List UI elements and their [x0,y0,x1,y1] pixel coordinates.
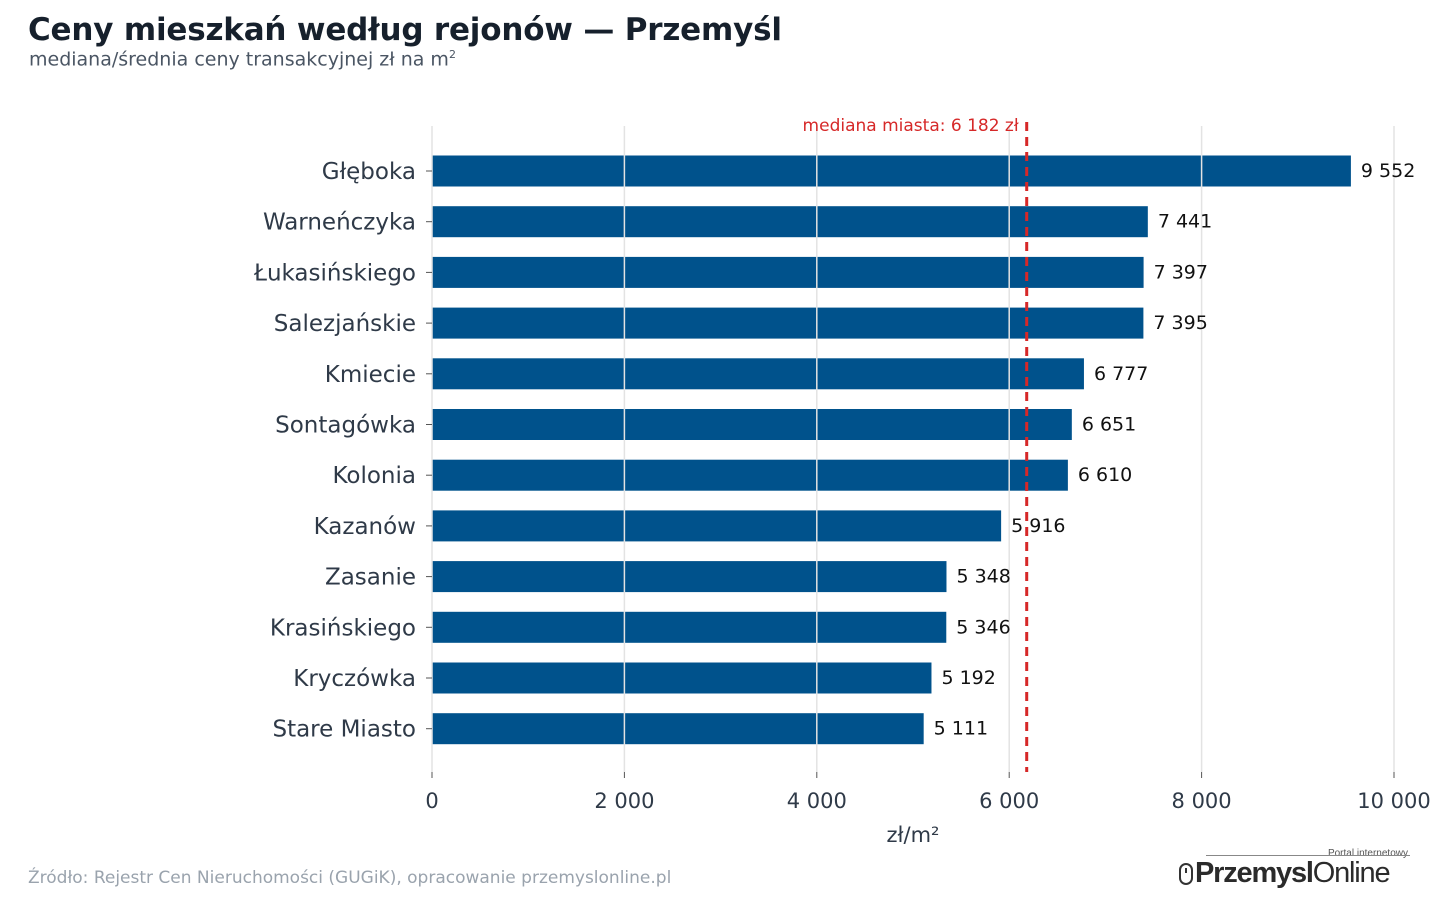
bar [432,611,947,643]
category-label: Kmiecie [325,362,416,388]
bar [432,256,1144,288]
category-label: Stare Miasto [272,717,416,743]
value-label: 6 610 [1078,464,1132,486]
bar [432,409,1072,440]
bar [432,561,947,593]
value-label: 7 397 [1154,261,1208,283]
x-tick-label: 0 [425,789,438,813]
bar [432,662,932,694]
x-tick-label: 8 000 [1172,789,1232,813]
logo-word-bold: Przemysl [1195,857,1314,889]
category-label: Kazanów [314,514,416,540]
value-label: 5 192 [941,667,995,689]
bar [432,510,1002,542]
median-reference-label: mediana miasta: 6 182 zł [803,116,1019,136]
category-label: Kryczówka [293,666,416,692]
category-label: Sontagówka [275,413,416,439]
value-label: 6 777 [1094,363,1148,385]
value-label: 5 346 [956,616,1010,638]
chart-subtitle: mediana/średnia ceny transakcyjnej zł na… [29,48,456,70]
x-tick-label: 6 000 [979,789,1039,813]
value-label: 7 441 [1158,211,1212,233]
category-label: Kolonia [332,463,416,489]
subtitle-superscript: 2 [448,48,456,61]
source-note: Źródło: Rejestr Cen Nieruchomości (GUGiK… [28,868,672,888]
value-label: 9 552 [1361,160,1415,182]
x-tick-label: 2 000 [594,789,654,813]
bar [432,459,1068,491]
category-label: Łukasińskiego [253,260,416,286]
bar [432,155,1351,187]
category-label: Zasanie [325,565,416,591]
x-tick-label: 10 000 [1357,789,1430,813]
bar [432,307,1144,339]
bar [432,358,1084,390]
value-label: 5 916 [1011,515,1065,537]
logo-rule [1206,855,1410,856]
chart-title: Ceny mieszkań według rejonów — Przemyśl [28,12,782,48]
przemyslonline-logo: Portal internetowy PrzemyslOnline [1172,848,1412,892]
value-label: 5 348 [956,566,1010,588]
mouse-icon [1179,863,1193,885]
value-label: 7 395 [1153,312,1207,334]
x-tick-label: 4 000 [787,789,847,813]
x-axis-title: zł/m² [887,823,940,847]
bar [432,206,1148,238]
category-label: Salezjańskie [274,311,416,337]
bar [432,713,924,745]
value-label: 5 111 [934,718,988,740]
value-label: 6 651 [1082,414,1136,436]
category-label: Krasińskiego [270,615,416,641]
logo-tagline: Portal internetowy [1327,848,1408,859]
category-label: Głęboka [322,159,416,185]
subtitle-text: mediana/średnia ceny transakcyjnej zł na… [29,48,449,71]
category-label: Warneńczyka [263,210,416,236]
logo-word-regular: Online [1312,857,1391,889]
logo-wordmark: PrzemyslOnline [1195,856,1391,890]
